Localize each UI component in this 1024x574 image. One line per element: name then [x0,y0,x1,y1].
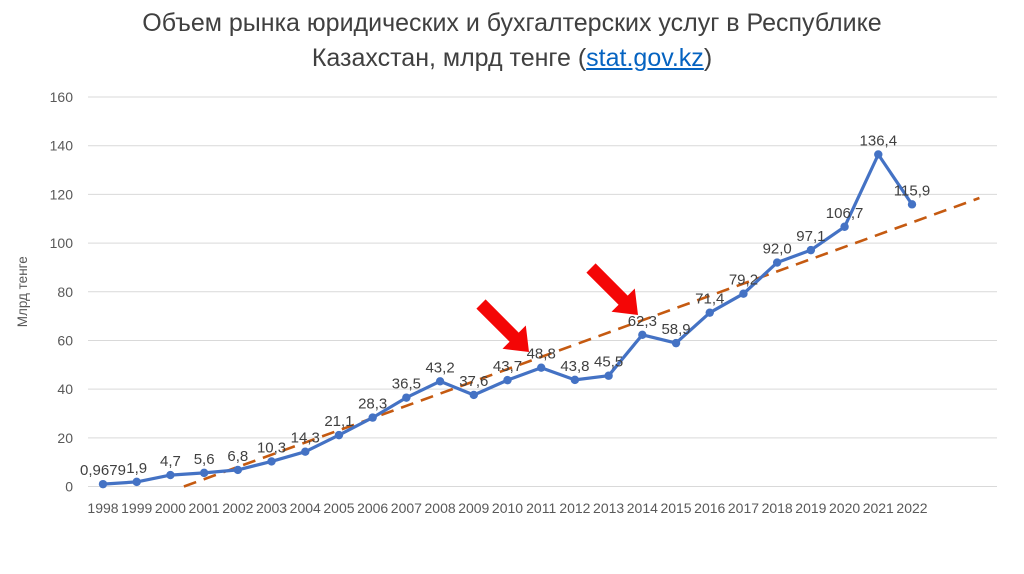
x-tick-label: 2015 [660,500,691,516]
trendline [183,196,980,488]
data-label: 0,9679 [80,462,126,479]
data-label: 58,9 [661,321,690,338]
data-label: 79,2 [729,272,758,289]
red-arrow-2014 [586,263,638,315]
x-tick-label: 2021 [863,500,894,516]
x-tick-label: 2018 [762,500,793,516]
chart-title: Объем рынка юридических и бухгалтерских … [0,6,1024,76]
x-tick-label: 2022 [896,500,927,516]
y-tick-label: 0 [65,479,73,495]
y-tick-label: 80 [57,284,73,300]
x-tick-label: 2007 [391,500,422,516]
data-label: 45,5 [594,354,623,371]
data-label: 6,8 [227,448,248,465]
data-label: 62,3 [628,313,657,330]
data-point-marker [772,258,782,267]
y-tick-label: 100 [50,235,74,251]
data-label: 37,6 [459,373,488,390]
chart-title-line1: Объем рынка юридических и бухгалтерских … [142,9,882,37]
data-point-marker [503,375,512,385]
x-tick-label: 1998 [87,500,118,516]
data-point-marker [132,477,141,487]
series-line [101,152,914,486]
data-point-marker [570,375,580,385]
y-tick-label: 60 [57,332,73,348]
data-label: 21,1 [324,413,353,430]
data-label: 10,3 [257,439,286,456]
data-label: 43,7 [493,358,522,375]
data-point-marker [301,447,310,456]
stat-gov-kz-link[interactable]: stat.gov.kz [586,44,704,72]
data-label: 36,5 [392,376,421,393]
data-point-marker [907,200,917,209]
data-point-marker [233,465,243,475]
x-tick-label: 2001 [189,500,220,516]
data-label: 48,8 [527,346,556,363]
y-tick-label: 160 [50,89,74,105]
x-tick-label: 2004 [290,500,321,516]
x-tick-label: 2016 [694,500,725,516]
data-label: 71,4 [695,291,724,308]
data-point-marker [469,390,478,400]
red-arrow-2011 [476,299,529,352]
x-tick-label: 2003 [256,500,287,516]
x-tick-label: 2013 [593,500,624,516]
y-tick-label: 40 [57,381,73,397]
y-tick-label: 120 [50,186,74,202]
data-label: 14,3 [291,430,320,447]
data-point-marker [402,393,411,402]
data-label: 5,6 [194,451,215,468]
x-tick-label: 2006 [357,500,388,516]
data-point-marker [705,308,714,317]
y-tick-label: 20 [57,430,73,446]
x-tick-label: 2008 [425,500,456,516]
x-tick-label: 2000 [155,500,186,516]
data-point-marker [435,377,445,386]
data-point-marker [604,371,613,380]
data-label: 43,8 [560,358,589,375]
y-tick-label: 140 [50,138,74,154]
chart-title-line2-prefix: Казахстан, млрд тенге ( [311,44,587,72]
data-point-marker [638,330,647,340]
x-tick-label: 2010 [492,500,523,516]
x-tick-label: 2002 [222,500,253,516]
x-tick-label: 2009 [458,500,489,516]
data-label: 136,4 [860,132,898,149]
x-tick-label: 1999 [121,500,152,516]
y-axis-title: Млрд тенге [15,256,30,327]
data-point-marker [874,150,883,159]
x-tick-label: 2020 [829,500,860,516]
data-label: 4,7 [160,453,181,470]
data-point-marker [806,245,816,255]
x-tick-label: 2017 [728,500,759,516]
chart-title-line2: Казахстан, млрд тенге (stat.gov.kz) [0,41,1024,76]
x-tick-label: 2019 [795,500,826,516]
data-label: 106,7 [826,205,864,222]
data-point-marker [840,222,849,231]
data-label: 43,2 [425,359,454,376]
x-tick-label: 2011 [526,500,556,516]
data-point-marker [537,363,546,372]
data-label: 28,3 [358,396,387,413]
data-point-marker [199,468,209,478]
data-label: 92,0 [763,241,792,258]
x-tick-label: 2012 [559,500,590,516]
data-label: 115,9 [894,182,930,199]
data-point-marker [267,457,276,466]
data-label: 97,1 [796,228,825,245]
data-point-marker [98,479,108,489]
chart-title-line2-suffix: ) [703,44,713,72]
data-point-marker [671,338,681,348]
data-point-marker [368,413,377,422]
data-point-marker [739,289,748,298]
x-tick-label: 2005 [323,500,354,516]
data-point-marker [334,430,344,440]
data-point-marker [166,470,175,480]
data-label: 1,9 [126,460,147,477]
x-tick-label: 2014 [627,500,658,516]
